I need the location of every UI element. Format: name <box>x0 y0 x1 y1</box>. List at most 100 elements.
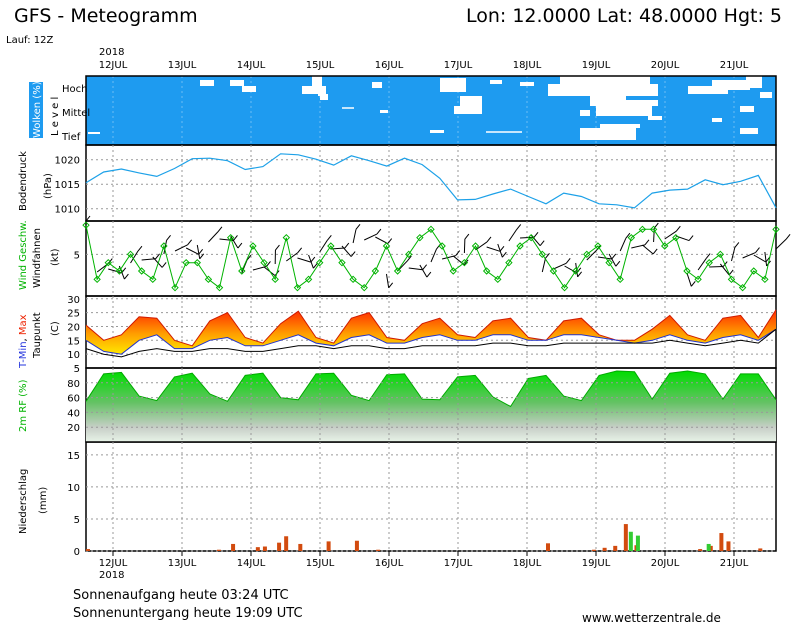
wind-speed-marker <box>260 258 268 267</box>
wind-speed-marker <box>115 267 124 275</box>
precip-bar <box>628 531 633 551</box>
wind-barb <box>539 240 545 247</box>
sunrise-text: Sonnenaufgang heute 03:24 UTC <box>73 588 289 603</box>
wind-barb <box>625 232 631 239</box>
precip-bar <box>708 545 713 551</box>
wind-barb <box>137 245 143 252</box>
wind-speed-marker <box>571 267 580 275</box>
cloud-background <box>86 76 776 145</box>
wind-speed-marker <box>694 275 702 284</box>
wind-barb <box>376 228 382 235</box>
year-label-bottom: 2018 <box>99 570 124 581</box>
xtick-label-top: 19JUL <box>582 60 611 71</box>
wind-barb <box>230 235 239 249</box>
cloud-level-low: Tief <box>61 132 81 143</box>
cloud-gap <box>746 76 762 88</box>
pressure-panel: 1010 1015 1020 <box>55 144 777 222</box>
wind-barb <box>121 267 127 274</box>
temp-ylabel: T-Min, Max <box>18 314 29 369</box>
wind-barb <box>344 242 350 249</box>
precip-bar <box>354 540 359 551</box>
wind-barb <box>387 238 393 244</box>
wind-barb <box>615 260 621 267</box>
precip-bar <box>613 545 618 551</box>
cloud-gap <box>454 106 482 114</box>
wind-speed-marker <box>738 283 747 292</box>
wind-speed-marker <box>560 283 569 292</box>
precip-bar <box>706 543 711 551</box>
wind-speed-marker <box>282 233 291 242</box>
pressure-yunit: (hPa) <box>43 173 54 199</box>
wind-barb <box>719 263 730 276</box>
wind-barb <box>208 231 219 243</box>
cloud-panel <box>85 75 777 146</box>
wind-speed-marker <box>449 267 457 275</box>
wind-barb <box>508 229 518 242</box>
wind-barb <box>486 246 501 252</box>
ytick-label: 25 <box>67 309 80 320</box>
humidity-ylabel: 2m RF (%) <box>18 379 29 432</box>
wind-barb <box>85 215 91 222</box>
wind-barb <box>246 254 252 261</box>
ytick-label: 10 <box>67 483 80 494</box>
wind-barb <box>455 250 461 256</box>
precip-yunit: (mm) <box>38 487 49 514</box>
wind-speed-marker <box>249 242 257 250</box>
wind-barb <box>486 236 492 243</box>
wind-barb <box>199 253 205 260</box>
wind-speed-marker <box>761 275 769 284</box>
wind-barb <box>686 272 692 287</box>
wind-speed-marker <box>204 275 213 284</box>
wind-barb <box>785 233 791 240</box>
xtick-label-bottom: 19JUL <box>582 558 611 569</box>
cloud-gap <box>740 106 754 112</box>
wind-yunit: (kt) <box>50 248 61 266</box>
xtick-label-bottom: 15JUL <box>306 558 335 569</box>
wind-speed-marker <box>427 225 435 234</box>
ytick-label: 30 <box>67 295 80 306</box>
wind-speed-marker <box>516 242 524 250</box>
wind-panel: 5 <box>74 215 791 297</box>
cloud-gap <box>520 82 534 86</box>
svg-text:L e v e l: L e v e l <box>50 97 61 136</box>
wind-barb <box>155 253 160 260</box>
xtick-label-top: 20JUL <box>651 60 680 71</box>
wind-barb <box>499 246 505 252</box>
wind-barb <box>426 271 432 278</box>
cloud-gap <box>760 92 772 98</box>
wind-barb <box>108 268 122 274</box>
xtick-label-bottom: 16JUL <box>375 558 404 569</box>
wind-barb <box>385 273 390 288</box>
xtick-label-top: 21JUL <box>720 60 749 71</box>
wind-speed-marker <box>661 242 669 250</box>
xtick-label-bottom: 12JUL <box>99 558 128 569</box>
cloud-gap <box>600 124 640 128</box>
wind-barb <box>501 251 507 258</box>
precip-bar <box>86 549 90 551</box>
precip-bar <box>698 549 703 551</box>
wind-barb <box>364 233 378 241</box>
precip-bar <box>719 533 724 551</box>
cloud-gap <box>596 104 652 116</box>
cloud-gap <box>740 128 758 134</box>
precip-bar <box>262 546 267 551</box>
wind-speed-marker <box>527 233 535 242</box>
cloud-gap <box>712 80 750 90</box>
xtick-label-top: 14JUL <box>237 60 266 71</box>
wind-speed-marker <box>160 242 168 250</box>
wind-barb <box>187 239 193 246</box>
ytick-label: 5 <box>74 364 80 375</box>
temperature-panel: 5 10 15 20 25 30 <box>67 295 777 375</box>
wind-barb <box>266 261 271 267</box>
wind-barb <box>690 281 696 287</box>
wind-barb <box>319 239 328 253</box>
wind-barb <box>308 254 314 269</box>
xtick-label-top: 13JUL <box>168 60 197 71</box>
wind-barb <box>185 247 199 255</box>
xtick-label-top: 15JUL <box>306 60 335 71</box>
wind-barb <box>275 244 280 251</box>
ytick-label: 20 <box>67 322 80 333</box>
ytick-label: 10 <box>67 350 80 361</box>
humidity-panel: 20 40 60 80 <box>67 367 777 443</box>
